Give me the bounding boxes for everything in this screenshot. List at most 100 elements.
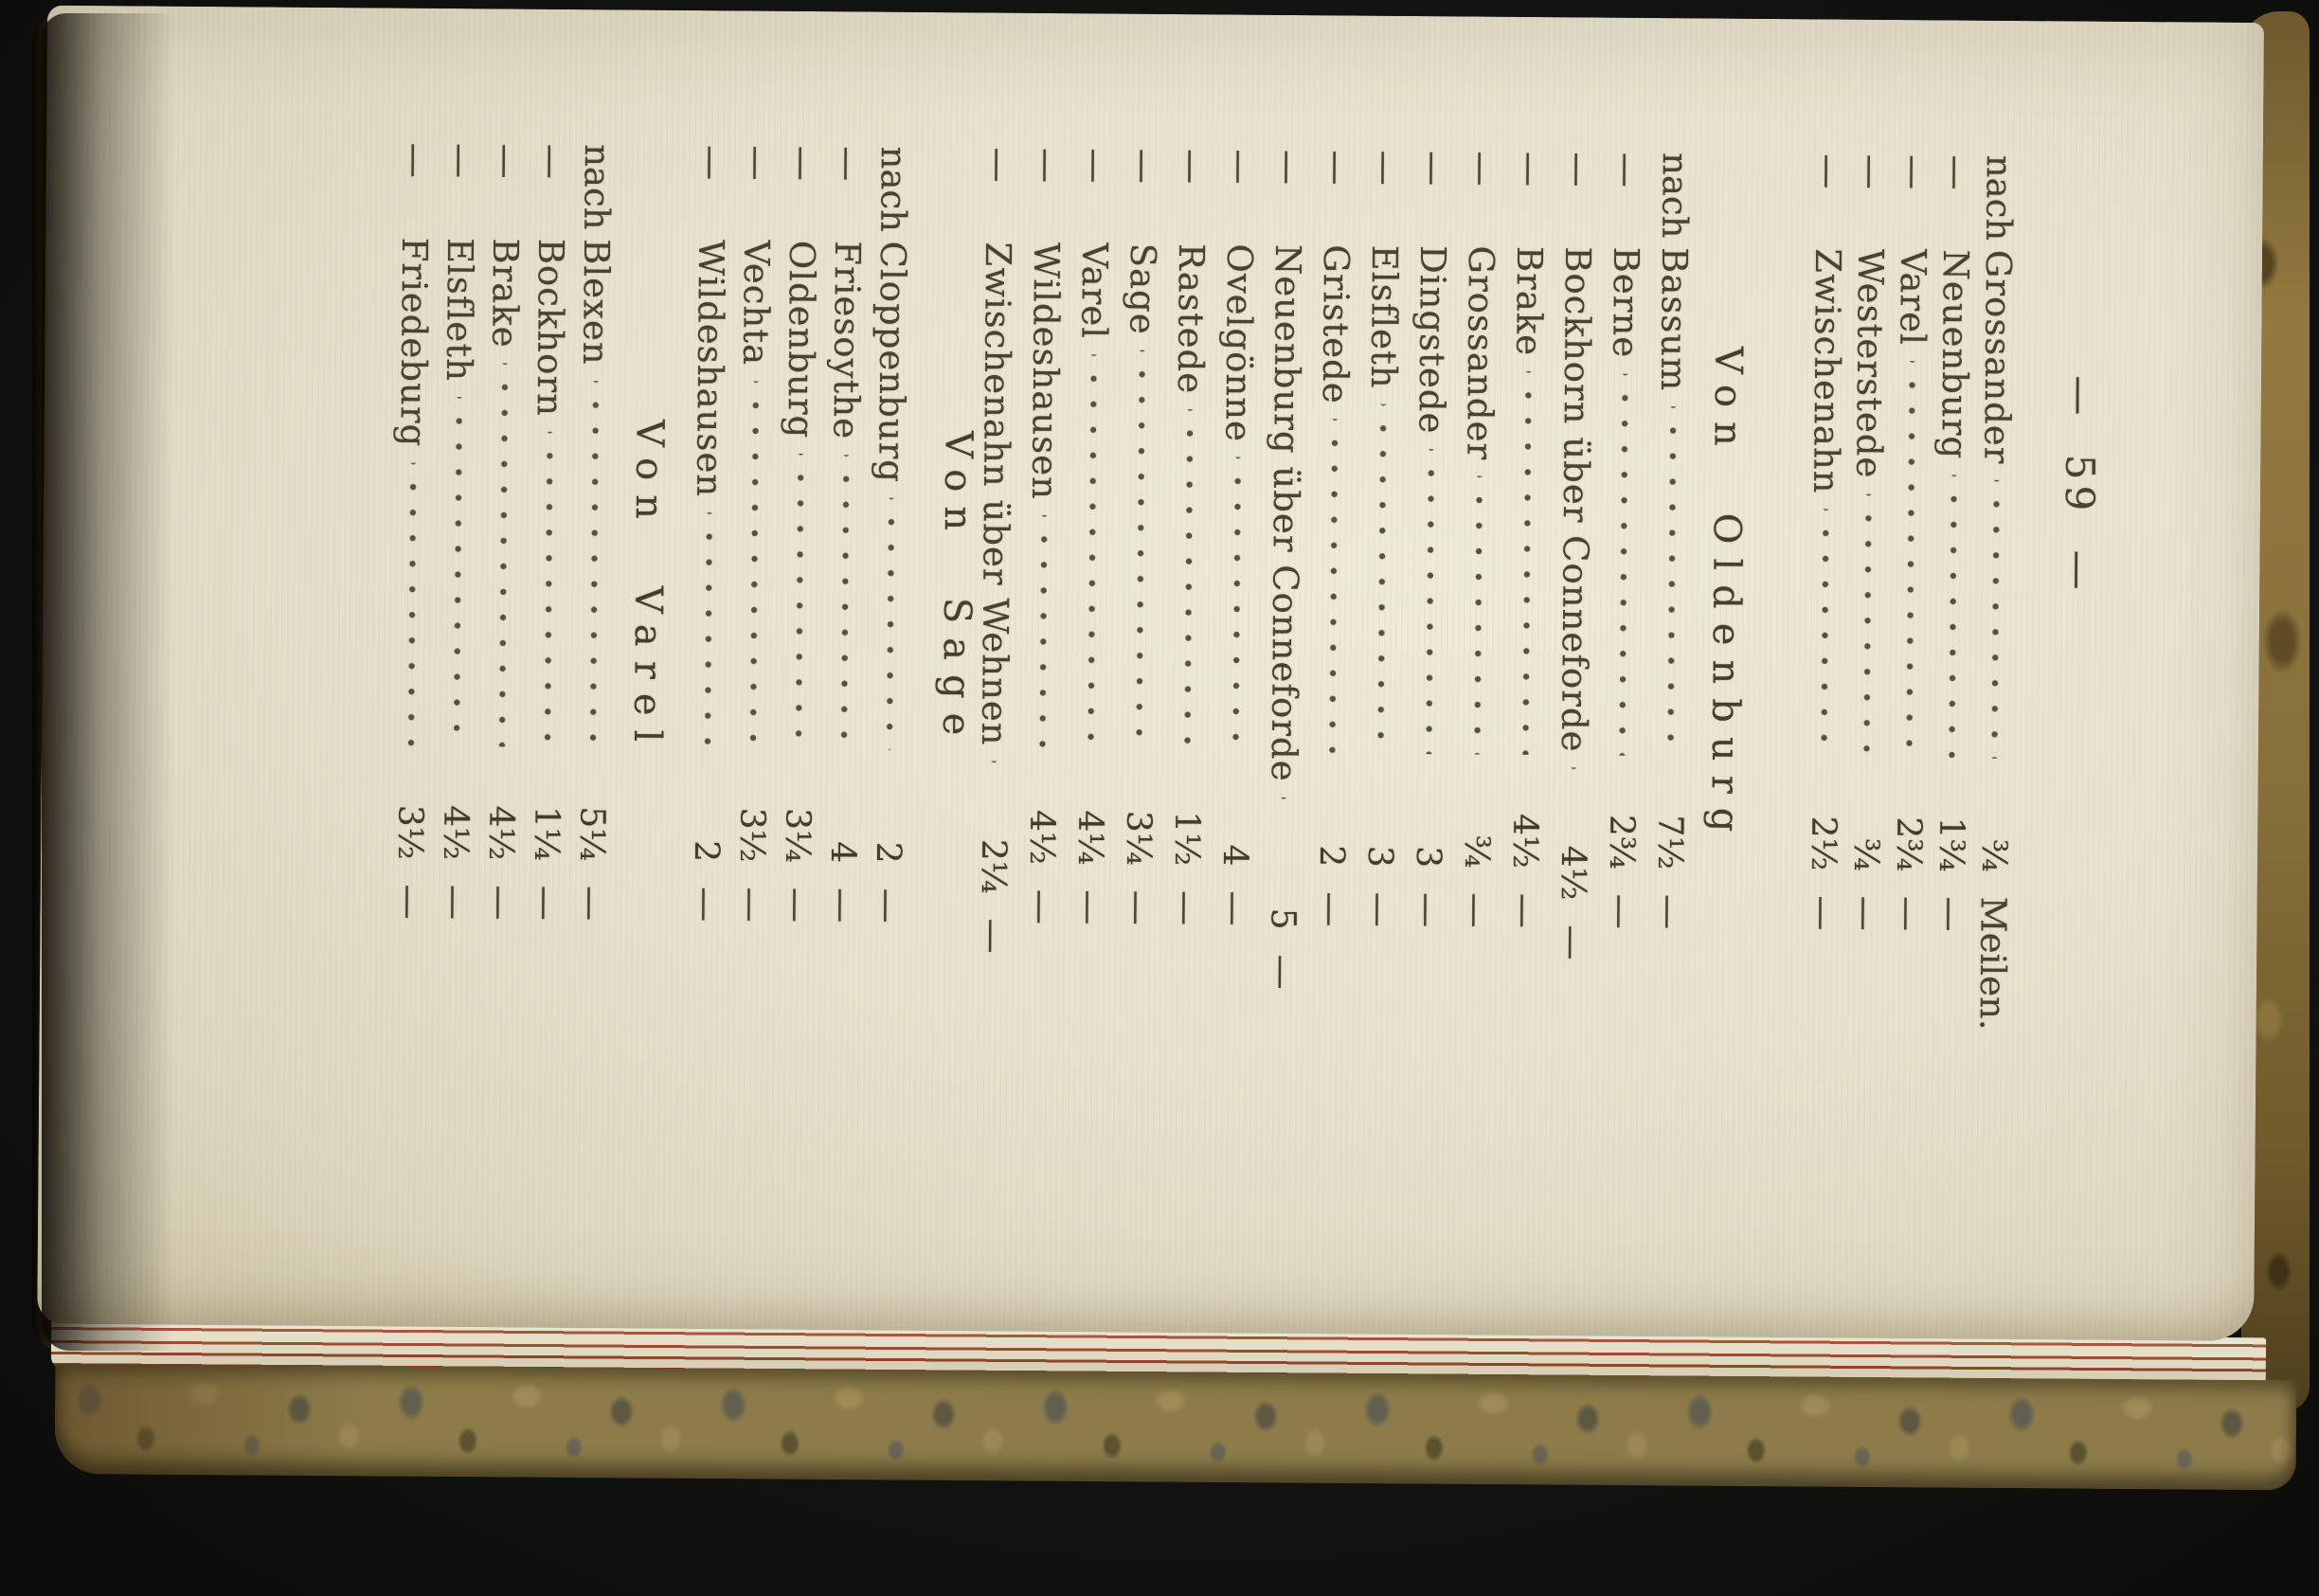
table-row: — Zwischenahn 2½ — [1801, 152, 1850, 1042]
leader-dots [433, 396, 482, 747]
row-prefix: — [1412, 150, 1454, 187]
place-name: Wildeshausen [689, 239, 732, 498]
row-prefix: — [1850, 153, 1892, 189]
leader-dots [1501, 370, 1554, 756]
distance-value: 4½ [436, 805, 476, 861]
table-row: — Neuenburg 1¾ — [1929, 152, 1978, 1043]
row-prefix: — [1074, 148, 1116, 184]
unit-mark: — [1261, 954, 1303, 990]
unit-mark: Meilen. [1971, 896, 2014, 1031]
marbled-board-edge [54, 1364, 2297, 1491]
place-name: Elsfleth [439, 237, 481, 383]
row-prefix: — [1026, 147, 1068, 184]
row-prefix: — [1557, 152, 1599, 188]
unit-mark: — [480, 885, 522, 921]
distance-value: 4 [1214, 844, 1255, 867]
unit-mark: — [1455, 892, 1497, 928]
leader-dots [1211, 457, 1263, 753]
place-name: Brake [484, 238, 527, 349]
row-prefix: — [395, 142, 437, 178]
table-row: — Brake 4½ — [1500, 150, 1555, 1040]
leader-dots [820, 454, 870, 750]
place-name: Neuenburg [1933, 249, 1977, 460]
distance-value: 3½ [390, 804, 430, 860]
table-row: — Bockhorn 1¼ — [523, 142, 575, 1032]
distance-list: nach Grossander ¾ Meilen. — Neuenburg 1¾… [1801, 152, 2021, 1044]
unit-mark: — [867, 888, 909, 924]
table-row: — Elsfleth 4½ — [432, 141, 484, 1031]
distance-value: 1½ [1166, 811, 1207, 867]
table-row: — Dingstede 3 — [1403, 149, 1458, 1039]
unit-mark: — [1020, 888, 1062, 925]
row-prefix: — [782, 145, 824, 182]
place-name: Dingstede [1411, 244, 1454, 435]
distance-value: 2 [1311, 845, 1352, 868]
distance-value: 5 [1263, 907, 1303, 930]
leader-dots [775, 454, 824, 750]
row-prefix: — [1509, 151, 1551, 188]
unit-mark: — [1887, 895, 1929, 932]
section-header: Von Varel [624, 419, 672, 757]
distance-value: ¾ [1845, 837, 1886, 871]
leader-dots [684, 512, 732, 749]
table-row: — Ovelgönne 4 — [1210, 147, 1265, 1037]
table-row: — Elsfleth 3 — [1355, 149, 1410, 1039]
leader-dots [729, 381, 779, 749]
distance-value: 2 [687, 840, 727, 863]
table-row: — Vechta 3½ — [728, 143, 781, 1033]
row-prefix: nach [1978, 154, 2020, 242]
leader-dots [1404, 449, 1456, 755]
table-row: — Neuenburg über Conneforde 5 — [1258, 148, 1313, 1038]
leader-dots [1802, 509, 1847, 758]
unit-mark: — [1117, 889, 1159, 925]
table-row: — Sage 3¼ — [1113, 147, 1168, 1037]
table-row: — Varel 4¼ — [1065, 146, 1120, 1036]
unit-mark: — [526, 885, 567, 921]
unit-mark: — [1930, 896, 1971, 932]
row-prefix: — [1219, 149, 1261, 185]
table-row: — Friedeburg 3½ — [386, 140, 439, 1031]
distance-value: 3 [1359, 845, 1400, 868]
place-name: Friesoythe [825, 241, 869, 440]
table-row: — Varel 2¾ — [1886, 152, 1935, 1043]
place-name: Westerstede [1848, 248, 1892, 479]
leader-dots [1356, 403, 1408, 754]
unit-mark: — [570, 885, 613, 922]
place-name: Bockhorn [530, 238, 572, 418]
distance-value: 1¾ [1931, 816, 1971, 872]
place-name: Cloppenburg [871, 241, 914, 484]
row-prefix: nach [1654, 152, 1696, 239]
unit-mark: — [685, 886, 728, 923]
unit-mark: — [821, 888, 864, 924]
leader-dots [524, 431, 573, 747]
place-name: Grossander [1459, 245, 1502, 461]
row-prefix: — [1123, 148, 1164, 184]
section-header: Von Oldenburg [1702, 346, 1751, 847]
book-page: — 59 — nach Grossander ¾ Meilen. — Neuen… [37, 5, 2264, 1341]
place-name: Oldenburg [781, 240, 823, 439]
unit-mark: — [1358, 891, 1400, 927]
leader-dots [387, 462, 437, 746]
row-prefix: — [978, 147, 1019, 183]
table-row: — Wildeshausen 2 — [683, 143, 735, 1033]
place-name: Sage [1122, 242, 1164, 335]
table-row: nach Bassum 7½ — [1645, 151, 1699, 1041]
leader-dots [1066, 353, 1119, 752]
leader-dots [1259, 797, 1308, 816]
distance-value: 3½ [732, 807, 772, 863]
place-name: Grossander [1976, 249, 2020, 465]
section-header: Von Sage [933, 430, 980, 750]
table-row: nach Grossander ¾ Meilen. [1971, 153, 2021, 1044]
row-prefix: — [440, 142, 482, 179]
unit-mark: — [1165, 889, 1207, 926]
distance-value: 4½ [1021, 809, 1062, 866]
distance-value: 2¾ [1888, 816, 1929, 872]
distance-list: nach Bassum 7½ — — Berne 2¾ — — Bockhorn… [968, 145, 1699, 1041]
leader-dots [1930, 474, 1976, 759]
table-row: nach Blexen 5¼ — [568, 142, 620, 1032]
unit-mark: — [776, 887, 818, 924]
leader-dots [1017, 514, 1069, 752]
unit-mark: — [1213, 890, 1255, 926]
distance-value: 4¼ [1070, 810, 1110, 866]
distance-value: 2¾ [1601, 814, 1642, 870]
